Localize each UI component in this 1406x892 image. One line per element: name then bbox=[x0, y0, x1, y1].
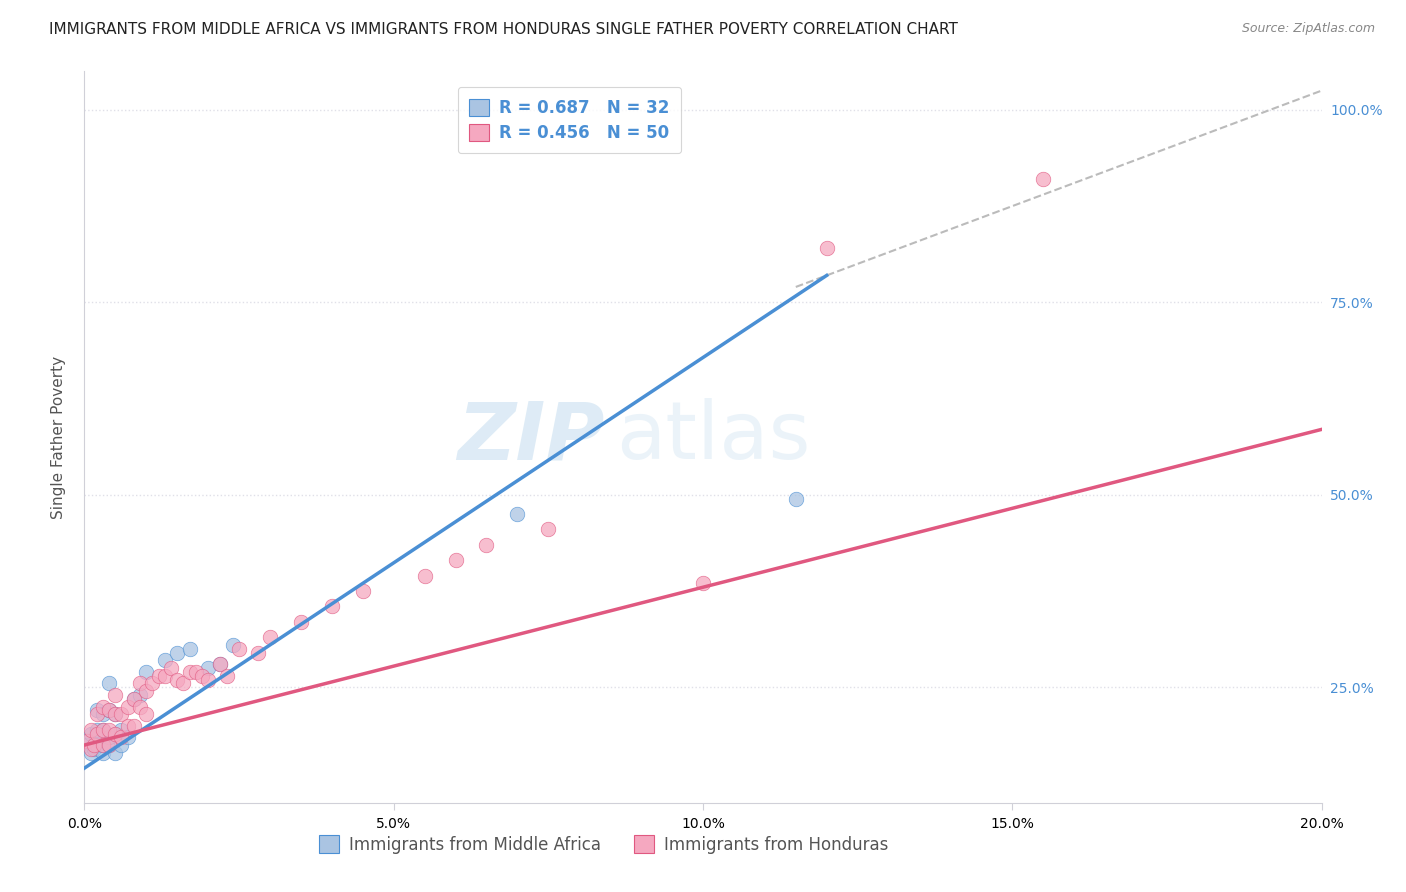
Point bbox=[91, 699, 114, 714]
Point bbox=[79, 742, 101, 756]
Point bbox=[153, 669, 176, 683]
Point bbox=[117, 719, 139, 733]
Point bbox=[179, 641, 201, 656]
Point bbox=[209, 657, 232, 672]
Point bbox=[692, 576, 714, 591]
Point bbox=[815, 242, 838, 256]
Point bbox=[91, 746, 114, 760]
Point bbox=[98, 703, 121, 717]
Point bbox=[537, 523, 560, 537]
Point bbox=[135, 684, 157, 698]
Point bbox=[135, 665, 157, 679]
Point bbox=[98, 723, 121, 737]
Point bbox=[110, 707, 132, 722]
Point bbox=[86, 703, 108, 717]
Text: IMMIGRANTS FROM MIDDLE AFRICA VS IMMIGRANTS FROM HONDURAS SINGLE FATHER POVERTY : IMMIGRANTS FROM MIDDLE AFRICA VS IMMIGRA… bbox=[49, 22, 957, 37]
Point bbox=[98, 676, 121, 690]
Point bbox=[110, 723, 132, 737]
Text: Source: ZipAtlas.com: Source: ZipAtlas.com bbox=[1241, 22, 1375, 36]
Point bbox=[215, 669, 238, 683]
Legend: Immigrants from Middle Africa, Immigrants from Honduras: Immigrants from Middle Africa, Immigrant… bbox=[312, 829, 896, 860]
Point bbox=[104, 707, 127, 722]
Y-axis label: Single Father Poverty: Single Father Poverty bbox=[51, 356, 66, 518]
Point bbox=[76, 738, 98, 752]
Point bbox=[86, 707, 108, 722]
Point bbox=[98, 738, 121, 752]
Point bbox=[104, 688, 127, 702]
Point bbox=[209, 657, 232, 672]
Point bbox=[259, 630, 281, 644]
Point bbox=[91, 723, 114, 737]
Point bbox=[172, 676, 194, 690]
Point bbox=[413, 568, 436, 582]
Point bbox=[184, 665, 207, 679]
Point bbox=[122, 719, 145, 733]
Point bbox=[86, 723, 108, 737]
Point bbox=[148, 669, 170, 683]
Point bbox=[222, 638, 245, 652]
Point bbox=[110, 738, 132, 752]
Point bbox=[98, 738, 121, 752]
Point bbox=[104, 726, 127, 740]
Point bbox=[166, 646, 188, 660]
Point bbox=[117, 731, 139, 745]
Point bbox=[228, 641, 250, 656]
Point bbox=[290, 615, 312, 629]
Point bbox=[321, 599, 343, 614]
Point bbox=[122, 691, 145, 706]
Point bbox=[506, 507, 529, 521]
Point bbox=[79, 726, 101, 740]
Point bbox=[91, 723, 114, 737]
Point bbox=[79, 746, 101, 760]
Point bbox=[197, 661, 219, 675]
Point bbox=[785, 491, 807, 506]
Point bbox=[122, 691, 145, 706]
Point bbox=[83, 738, 105, 752]
Point bbox=[91, 738, 114, 752]
Point bbox=[153, 653, 176, 667]
Point bbox=[110, 731, 132, 745]
Point bbox=[197, 673, 219, 687]
Point bbox=[79, 723, 101, 737]
Point bbox=[91, 738, 114, 752]
Point bbox=[1032, 172, 1054, 186]
Point bbox=[76, 734, 98, 748]
Point bbox=[141, 676, 163, 690]
Point bbox=[129, 699, 152, 714]
Point bbox=[86, 738, 108, 752]
Point bbox=[179, 665, 201, 679]
Point bbox=[129, 688, 152, 702]
Point bbox=[98, 703, 121, 717]
Point bbox=[86, 726, 108, 740]
Point bbox=[104, 746, 127, 760]
Point bbox=[444, 553, 467, 567]
Point bbox=[160, 661, 183, 675]
Point bbox=[352, 584, 374, 599]
Point bbox=[83, 742, 105, 756]
Point bbox=[129, 676, 152, 690]
Text: ZIP: ZIP bbox=[457, 398, 605, 476]
Point bbox=[91, 707, 114, 722]
Point bbox=[117, 699, 139, 714]
Point bbox=[98, 731, 121, 745]
Point bbox=[246, 646, 269, 660]
Point bbox=[135, 707, 157, 722]
Point bbox=[191, 669, 214, 683]
Point bbox=[166, 673, 188, 687]
Point bbox=[104, 707, 127, 722]
Text: atlas: atlas bbox=[616, 398, 811, 476]
Point bbox=[104, 726, 127, 740]
Point bbox=[475, 538, 498, 552]
